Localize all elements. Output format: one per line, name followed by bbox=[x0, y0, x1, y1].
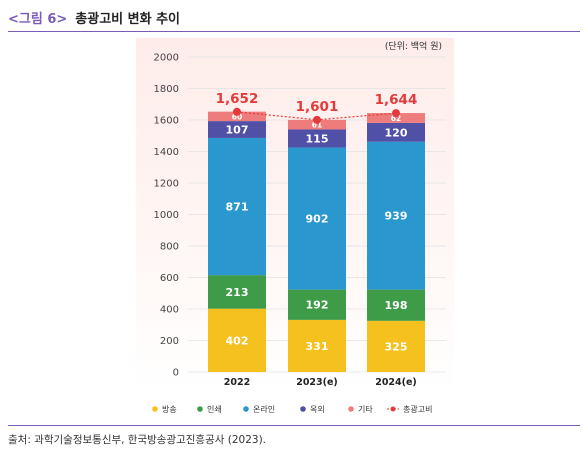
y-tick-label: 1600 bbox=[154, 116, 179, 127]
data-label-print: 192 bbox=[306, 299, 329, 312]
data-label-outdoor: 115 bbox=[306, 133, 329, 146]
data-label-outdoor: 120 bbox=[385, 126, 408, 139]
legend-label: 인쇄 bbox=[207, 404, 222, 414]
data-label-other: 62 bbox=[391, 114, 401, 123]
total-label: 1,652 bbox=[216, 91, 259, 107]
legend-swatch bbox=[152, 406, 158, 412]
bar-segment-other bbox=[208, 111, 266, 122]
legend-swatch bbox=[390, 406, 396, 412]
x-tick-label: 2023(e) bbox=[296, 377, 338, 388]
unit-note: (단위: 백억 원) bbox=[384, 42, 442, 52]
data-label-broadcast: 331 bbox=[306, 340, 329, 353]
legend-label: 옥외 bbox=[310, 404, 325, 414]
data-label-online: 902 bbox=[306, 213, 329, 226]
bar-segment-outdoor bbox=[288, 129, 346, 148]
y-tick-label: 1800 bbox=[154, 84, 179, 95]
bar-segment-print bbox=[208, 275, 266, 309]
data-label-print: 198 bbox=[385, 299, 408, 312]
bar-segment-print bbox=[288, 289, 346, 320]
total-marker bbox=[313, 115, 321, 124]
total-marker bbox=[233, 107, 241, 116]
bar-segment-broadcast bbox=[288, 319, 346, 372]
bar-segment-outdoor bbox=[208, 121, 266, 138]
source-note: 출처: 과학기술정보통신부, 한국방송광고진흥공사 (2023). bbox=[8, 434, 266, 446]
legend-item: 방송 bbox=[152, 404, 177, 414]
top-divider bbox=[8, 31, 580, 32]
data-label-other: 61 bbox=[312, 121, 322, 130]
legend-label: 총광고비 bbox=[403, 404, 432, 414]
bar-segment-online bbox=[367, 141, 425, 290]
bar-segment-other bbox=[367, 113, 425, 123]
data-label-outdoor: 107 bbox=[226, 124, 249, 137]
bar-segment-broadcast bbox=[367, 320, 425, 372]
bar-segment-outdoor bbox=[367, 122, 425, 142]
bar-segment-online bbox=[208, 137, 266, 276]
data-label-other: 60 bbox=[232, 112, 242, 121]
data-label-broadcast: 402 bbox=[226, 334, 249, 347]
total-label: 1,601 bbox=[296, 99, 339, 115]
bottom-divider bbox=[8, 425, 580, 426]
figure-number: <그림 6> bbox=[8, 11, 68, 27]
legend-item: 온라인 bbox=[243, 404, 275, 414]
total-marker bbox=[392, 109, 400, 118]
legend-item: 총광고비 bbox=[387, 404, 432, 414]
data-label-broadcast: 325 bbox=[385, 340, 408, 353]
legend-swatch bbox=[243, 406, 249, 412]
y-tick-label: 1400 bbox=[154, 147, 179, 158]
legend-item: 인쇄 bbox=[197, 404, 222, 414]
x-tick-label: 2024(e) bbox=[375, 377, 417, 388]
figure-header: <그림 6> 총광고비 변화 추이 bbox=[8, 6, 180, 28]
y-tick-label: 1200 bbox=[154, 179, 179, 190]
legend-item: 옥외 bbox=[300, 404, 325, 414]
bar-segment-broadcast bbox=[208, 308, 266, 372]
y-tick-label: 400 bbox=[160, 305, 179, 316]
legend-swatch bbox=[197, 406, 203, 412]
data-label-print: 213 bbox=[226, 286, 249, 299]
x-tick-label: 2022 bbox=[224, 377, 250, 388]
figure-title: 총광고비 변화 추이 bbox=[75, 11, 181, 27]
data-label-online: 939 bbox=[385, 210, 408, 223]
bar-segment-online bbox=[288, 147, 346, 290]
legend-item: 기타 bbox=[348, 405, 373, 414]
data-label-online: 871 bbox=[226, 201, 249, 214]
legend-swatch bbox=[300, 406, 306, 412]
y-tick-label: 1000 bbox=[154, 210, 179, 221]
stacked-bar-chart: 0 200 400 600 800 1000 1200 1400 1600 1800 2000 402… bbox=[136, 38, 454, 414]
legend-label: 방송 bbox=[162, 404, 177, 414]
legend-label: 기타 bbox=[358, 405, 373, 414]
y-tick-label: 600 bbox=[160, 273, 179, 284]
total-label: 1,644 bbox=[375, 92, 418, 108]
legend-swatch bbox=[348, 406, 354, 412]
y-tick-label: 800 bbox=[160, 242, 179, 253]
bar-segment-other bbox=[288, 119, 346, 130]
y-tick-label: 0 bbox=[173, 368, 179, 379]
y-tick-label: 200 bbox=[160, 336, 179, 347]
y-tick-label: 2000 bbox=[154, 53, 179, 64]
legend-label: 온라인 bbox=[253, 404, 275, 414]
bar-segment-print bbox=[367, 289, 425, 321]
